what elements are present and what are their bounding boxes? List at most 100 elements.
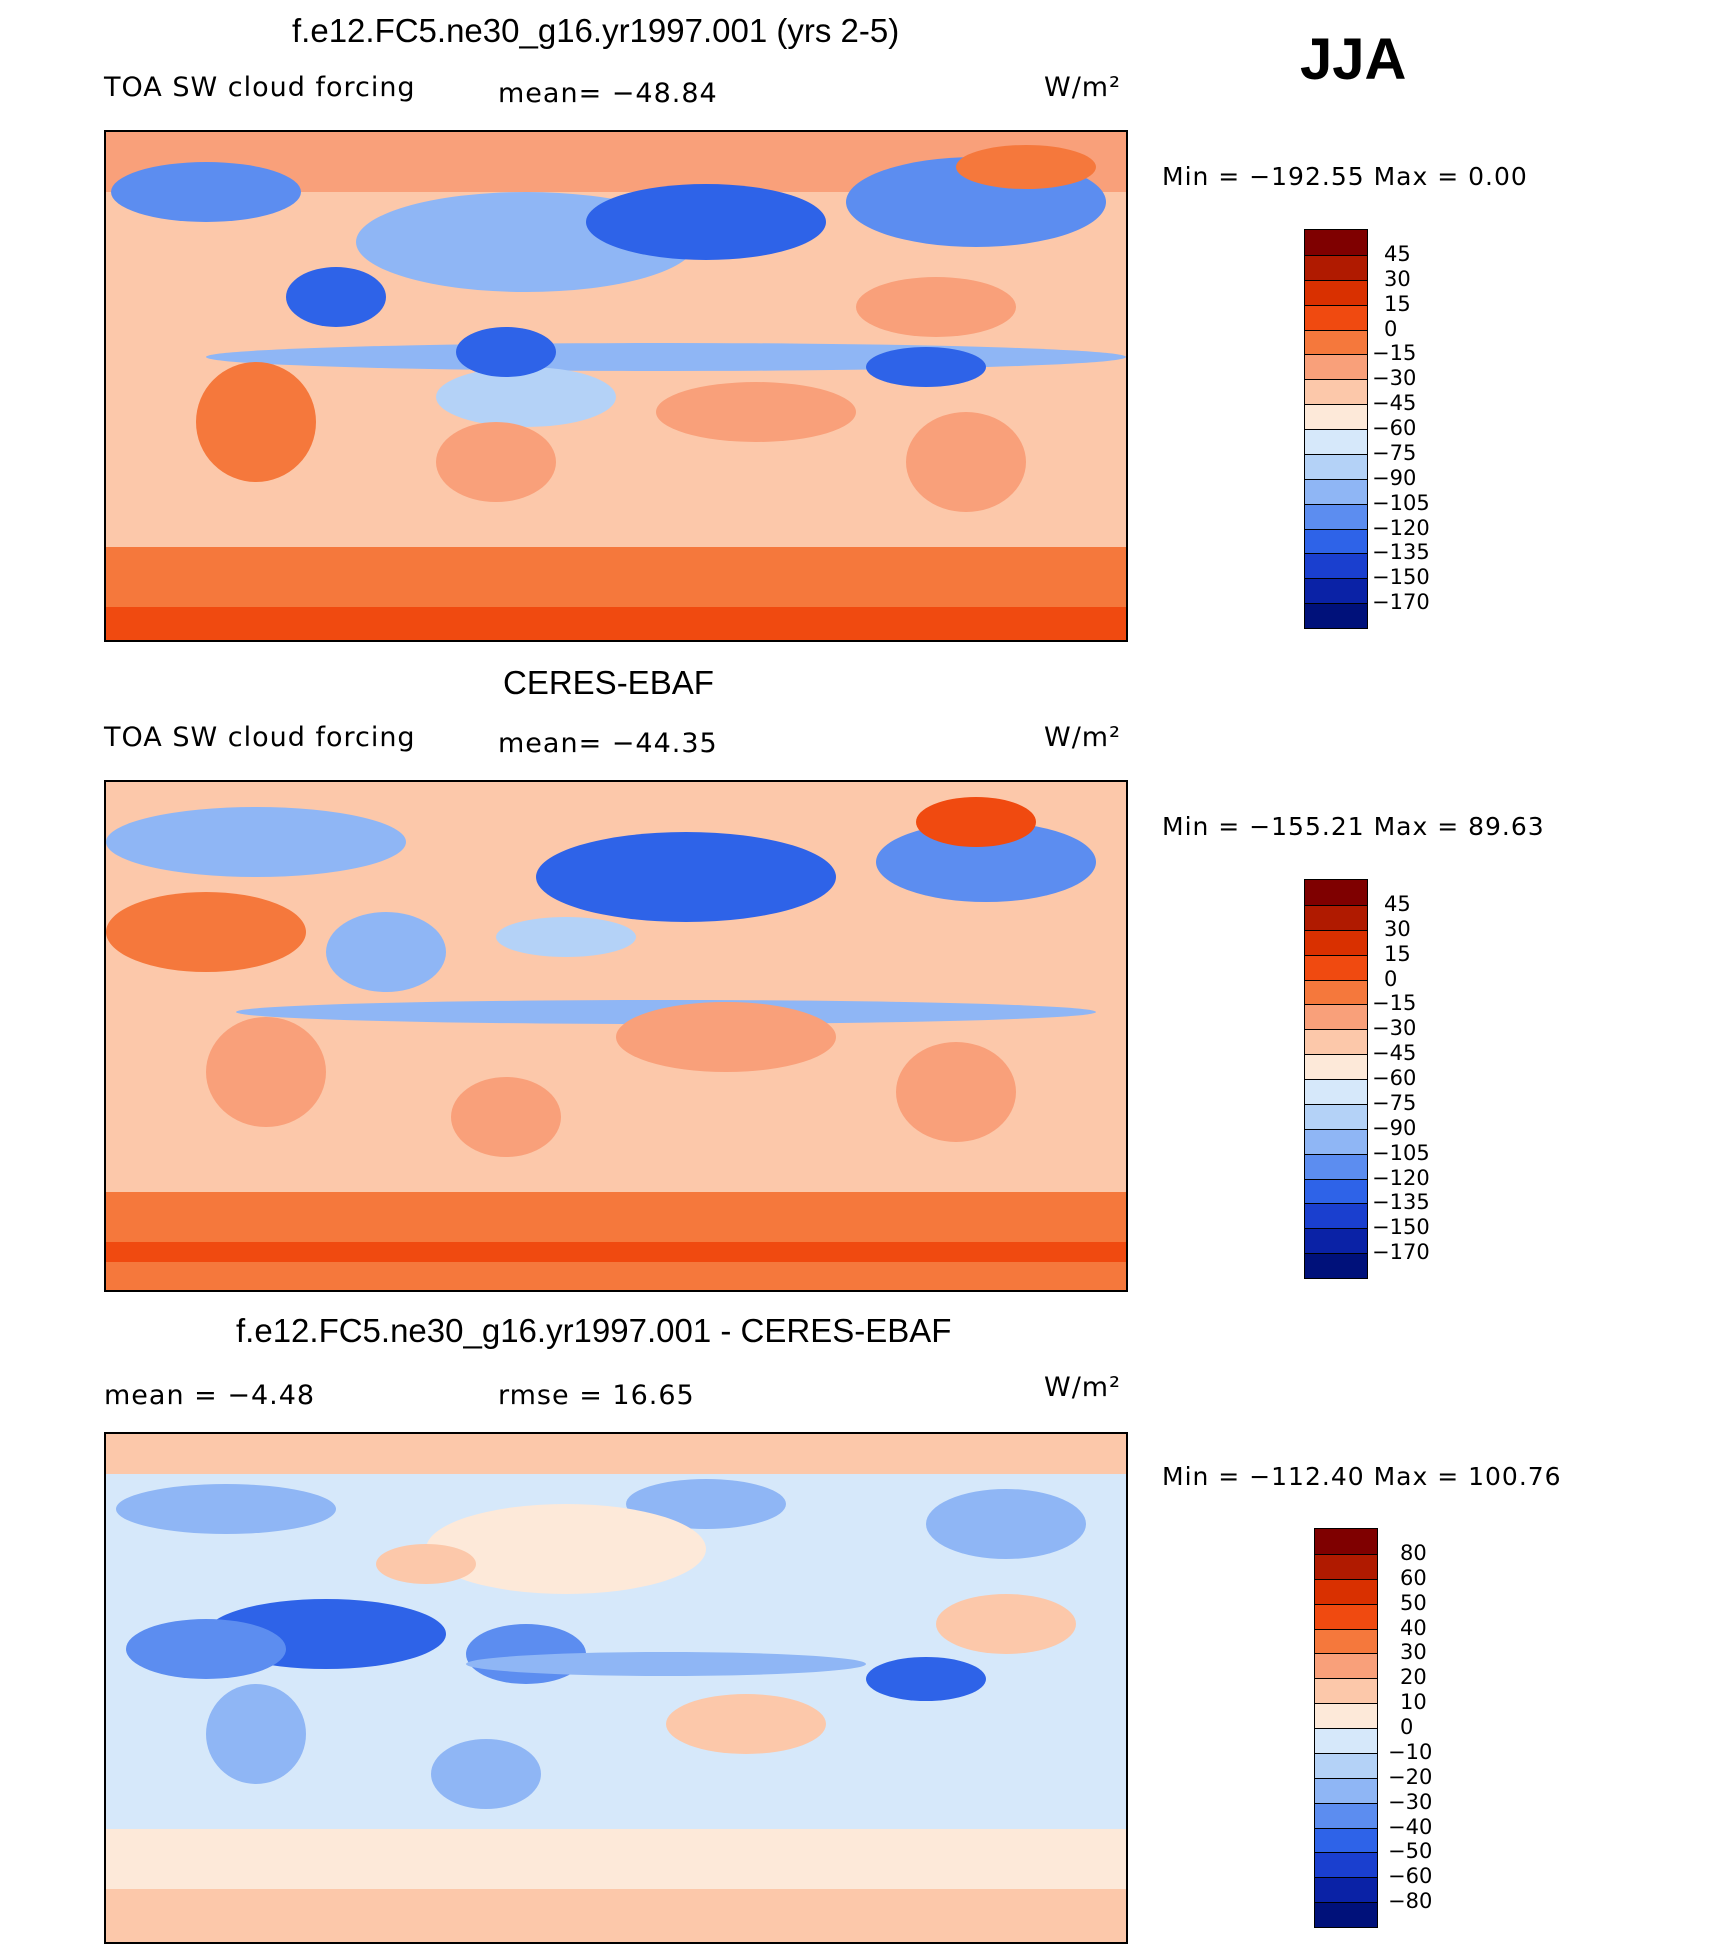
colorbar-tick-label: 0 xyxy=(1400,1715,1414,1739)
panel-1-field xyxy=(106,132,1126,640)
colorbar-swatch xyxy=(1305,230,1367,255)
panel-2-map xyxy=(104,780,1128,1292)
colorbar-tick-label: −60 xyxy=(1388,1864,1433,1889)
panel-2-units-label: W/m² xyxy=(1044,722,1121,753)
colorbar-tick-label: −135 xyxy=(1372,540,1430,565)
colorbar-swatch xyxy=(1305,1029,1367,1055)
colorbar-tick-label: 15 xyxy=(1384,941,1411,966)
colorbar-swatch xyxy=(1305,329,1367,355)
colorbar-tick-label: −75 xyxy=(1372,1090,1417,1115)
colorbar-swatch xyxy=(1305,929,1367,955)
colorbar-tick-label: −15 xyxy=(1372,991,1417,1016)
colorbar-tick-label: −45 xyxy=(1372,391,1417,416)
colorbar-swatch xyxy=(1305,553,1367,579)
colorbar-tick-label: 30 xyxy=(1384,916,1411,941)
colorbar-tick-label: −135 xyxy=(1372,1190,1430,1215)
colorbar-swatch xyxy=(1305,1103,1367,1129)
colorbar-tick-label: 45 xyxy=(1384,241,1411,266)
panel-2-colorbar xyxy=(1304,879,1368,1279)
colorbar-swatch xyxy=(1305,603,1367,628)
colorbar-tick-label: −20 xyxy=(1388,1764,1433,1789)
panel-1-variable-label: TOA SW cloud forcing xyxy=(104,72,416,103)
colorbar-tick-label: −170 xyxy=(1372,1240,1430,1265)
panel-3-min-max: Min = −112.40 Max = 100.76 xyxy=(1162,1462,1562,1491)
colorbar-tick-label: 40 xyxy=(1400,1615,1427,1640)
colorbar-tick-label: −170 xyxy=(1372,590,1430,615)
colorbar-swatch xyxy=(1315,1603,1377,1629)
colorbar-swatch xyxy=(1315,1777,1377,1803)
colorbar-tick-label: 50 xyxy=(1400,1590,1427,1615)
panel-3-rmse-label: rmse = 16.65 xyxy=(498,1380,695,1411)
colorbar-tick-label: −150 xyxy=(1372,1215,1430,1240)
colorbar-tick-label: 0 xyxy=(1384,316,1398,341)
panel-2-field xyxy=(106,782,1126,1290)
colorbar-tick-label: −80 xyxy=(1388,1889,1433,1914)
colorbar-swatch xyxy=(1315,1802,1377,1828)
colorbar-swatch xyxy=(1305,578,1367,604)
colorbar-tick-label: 80 xyxy=(1400,1540,1427,1565)
colorbar-swatch xyxy=(1315,1678,1377,1704)
colorbar-tick-label: 0 xyxy=(1384,966,1398,991)
colorbar-tick-label: 10 xyxy=(1400,1690,1427,1715)
colorbar-swatch xyxy=(1305,954,1367,980)
colorbar-swatch xyxy=(1305,979,1367,1005)
panel-2-min-max: Min = −155.21 Max = 89.63 xyxy=(1162,812,1545,841)
panel-1-mean-label: mean= −48.84 xyxy=(498,78,718,109)
colorbar-swatch xyxy=(1315,1827,1377,1853)
panel-3-map xyxy=(104,1432,1128,1944)
colorbar-swatch xyxy=(1315,1703,1377,1728)
colorbar-swatch xyxy=(1305,1128,1367,1154)
colorbar-tick-label: −105 xyxy=(1372,1140,1430,1165)
panel-2-mean-label: mean= −44.35 xyxy=(498,728,718,759)
panel-1-map xyxy=(104,130,1128,642)
colorbar-tick-label: 45 xyxy=(1384,891,1411,916)
colorbar-tick-label: −40 xyxy=(1388,1814,1433,1839)
colorbar-swatch xyxy=(1305,354,1367,380)
colorbar-swatch xyxy=(1315,1578,1377,1604)
panel-1-min-max: Min = −192.55 Max = 0.00 xyxy=(1162,162,1528,191)
colorbar-tick-label: −120 xyxy=(1372,1165,1430,1190)
colorbar-tick-label: −60 xyxy=(1372,1066,1417,1090)
colorbar-swatch xyxy=(1305,1178,1367,1204)
colorbar-swatch xyxy=(1305,503,1367,529)
colorbar-swatch xyxy=(1315,1902,1377,1927)
colorbar-tick-label: −75 xyxy=(1372,440,1417,465)
colorbar-swatch xyxy=(1315,1529,1377,1554)
colorbar-tick-label: 30 xyxy=(1384,266,1411,291)
colorbar-tick-label: −105 xyxy=(1372,490,1430,515)
colorbar-swatch xyxy=(1315,1752,1377,1778)
colorbar-swatch xyxy=(1315,1728,1377,1753)
colorbar-swatch xyxy=(1305,1203,1367,1229)
colorbar-swatch xyxy=(1305,880,1367,905)
panel-1-units-label: W/m² xyxy=(1044,72,1121,103)
panel-3-field xyxy=(106,1434,1126,1942)
colorbar-tick-label: −120 xyxy=(1372,515,1430,540)
season-label: JJA xyxy=(1300,27,1407,92)
colorbar-tick-label: −90 xyxy=(1372,465,1417,490)
colorbar-swatch xyxy=(1305,404,1367,429)
panel-2-title: CERES-EBAF xyxy=(503,664,714,701)
colorbar-swatch xyxy=(1305,1253,1367,1278)
colorbar-tick-label: 30 xyxy=(1400,1640,1427,1665)
colorbar-swatch xyxy=(1305,453,1367,479)
colorbar-swatch xyxy=(1305,1228,1367,1254)
colorbar-swatch xyxy=(1305,279,1367,305)
colorbar-swatch xyxy=(1315,1628,1377,1654)
colorbar-swatch xyxy=(1305,379,1367,405)
panel-3-colorbar xyxy=(1314,1528,1378,1928)
colorbar-swatch xyxy=(1305,1153,1367,1179)
colorbar-tick-label: −150 xyxy=(1372,565,1430,590)
panel-1-colorbar xyxy=(1304,229,1368,629)
colorbar-tick-label: −90 xyxy=(1372,1115,1417,1140)
colorbar-tick-label: −10 xyxy=(1388,1739,1433,1764)
colorbar-tick-label: −30 xyxy=(1388,1789,1433,1814)
colorbar-swatch xyxy=(1315,1653,1377,1679)
panel-1-title: f.e12.FC5.ne30_g16.yr1997.001 (yrs 2-5) xyxy=(292,12,900,49)
panel-2-variable-label: TOA SW cloud forcing xyxy=(104,722,416,753)
panel-3-mean-label: mean = −4.48 xyxy=(104,1380,316,1411)
colorbar-tick-label: 60 xyxy=(1400,1565,1427,1590)
colorbar-tick-label: −50 xyxy=(1388,1839,1433,1864)
colorbar-swatch xyxy=(1305,1079,1367,1104)
colorbar-swatch xyxy=(1305,528,1367,554)
colorbar-tick-label: −15 xyxy=(1372,341,1417,366)
